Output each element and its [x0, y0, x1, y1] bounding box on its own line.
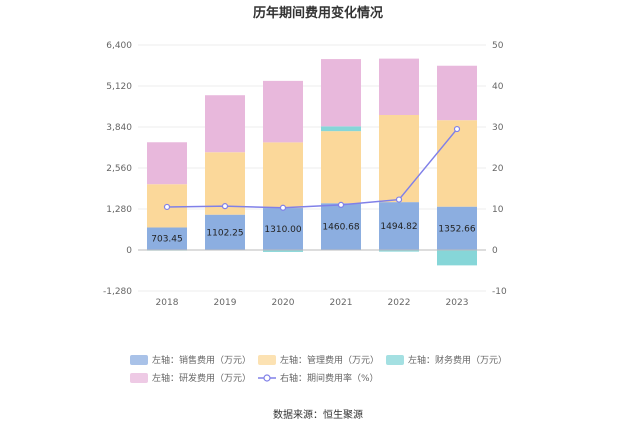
legend-line-marker [263, 374, 271, 382]
rate-point [395, 196, 403, 203]
bar-segment [437, 206, 477, 250]
rate-point [163, 203, 171, 211]
x-tick-label: 2022 [388, 298, 411, 308]
bar-segment [205, 95, 245, 153]
bar-segment [263, 250, 303, 252]
bar-segment [147, 227, 187, 250]
data-source-note: 数据来源：恒生聚源 [273, 408, 363, 421]
left-tick-label: 2,560 [106, 164, 132, 174]
legend-label: 左轴：财务费用（万元） [408, 354, 507, 366]
legend: 左轴：销售费用（万元） 左轴：管理费用（万元） 左轴：财务费用（万元） 左轴：研发费用… [130, 354, 507, 384]
rate-line-series [163, 125, 461, 211]
bar-segment [263, 142, 303, 209]
x-tick-label: 2019 [214, 298, 237, 308]
bar-value-label: 1352.66 [438, 224, 475, 234]
bar-segment [379, 202, 419, 250]
x-tick-label: 2018 [156, 298, 179, 308]
bar-segment [437, 250, 477, 266]
right-tick-label: 30 [492, 123, 504, 133]
bar-value-label: 703.45 [151, 235, 183, 245]
bar-segment [379, 114, 419, 203]
legend-label: 左轴：管理费用（万元） [280, 354, 379, 366]
x-tick-label: 2021 [330, 298, 353, 308]
right-tick-label: 10 [492, 205, 504, 215]
left-axis: 6,400 5,120 3,840 2,560 1,280 0 -1,280 [103, 41, 132, 297]
legend-swatch [258, 355, 276, 365]
rate-point [453, 125, 461, 133]
bar-value-label: 1460.68 [322, 223, 359, 233]
chart-title: 历年期间费用变化情况 [253, 5, 383, 21]
rate-point [337, 201, 345, 208]
bar-segment [263, 80, 303, 143]
bar-segment [321, 131, 361, 204]
legend-swatch [130, 355, 148, 365]
legend-swatch [386, 355, 404, 365]
left-tick-label: 0 [126, 246, 132, 256]
right-tick-label: 40 [492, 82, 504, 92]
legend-label: 左轴：销售费用（万元） [152, 354, 251, 366]
x-axis: 2018 2019 2020 2021 2022 2023 [138, 249, 486, 308]
bar-value-label: 1310.00 [264, 225, 301, 235]
left-tick-label: 6,400 [106, 41, 132, 51]
legend-label: 右轴：期间费用率（%） [280, 372, 379, 384]
right-axis: 50 40 30 20 10 0 -10 [492, 41, 507, 297]
rate-point [279, 204, 287, 211]
bar-segment [437, 65, 477, 121]
bar-series [147, 58, 477, 266]
bar-segment [379, 250, 419, 252]
rate-point [221, 203, 229, 210]
grid-lines [138, 44, 486, 292]
bar-value-label: 1494.82 [380, 222, 417, 232]
legend-label: 左轴：研发费用（万元） [152, 372, 251, 384]
bar-segment [321, 126, 361, 132]
bar-value-labels: 703.45 1102.25 1310.00 1460.68 1494.82 1352.6… [151, 222, 476, 245]
right-tick-label: -10 [492, 287, 507, 297]
bar-segment [147, 142, 187, 185]
bar-segment [321, 203, 361, 250]
bar-segment [205, 214, 245, 250]
bar-segment [437, 120, 477, 207]
legend-swatch [130, 373, 148, 383]
x-tick-label: 2023 [446, 298, 469, 308]
left-tick-label: 3,840 [106, 123, 132, 133]
left-tick-label: 5,120 [106, 82, 132, 92]
rate-line [166, 128, 458, 209]
right-tick-label: 50 [492, 41, 504, 51]
bar-segment [379, 58, 419, 115]
bar-segment [321, 59, 361, 127]
x-tick-label: 2020 [272, 298, 295, 308]
left-tick-label: -1,280 [103, 287, 132, 297]
left-tick-label: 1,280 [106, 205, 132, 215]
right-tick-label: 0 [492, 246, 498, 256]
right-tick-label: 20 [492, 164, 504, 174]
bar-segment [263, 208, 303, 250]
bar-value-label: 1102.25 [206, 228, 243, 238]
